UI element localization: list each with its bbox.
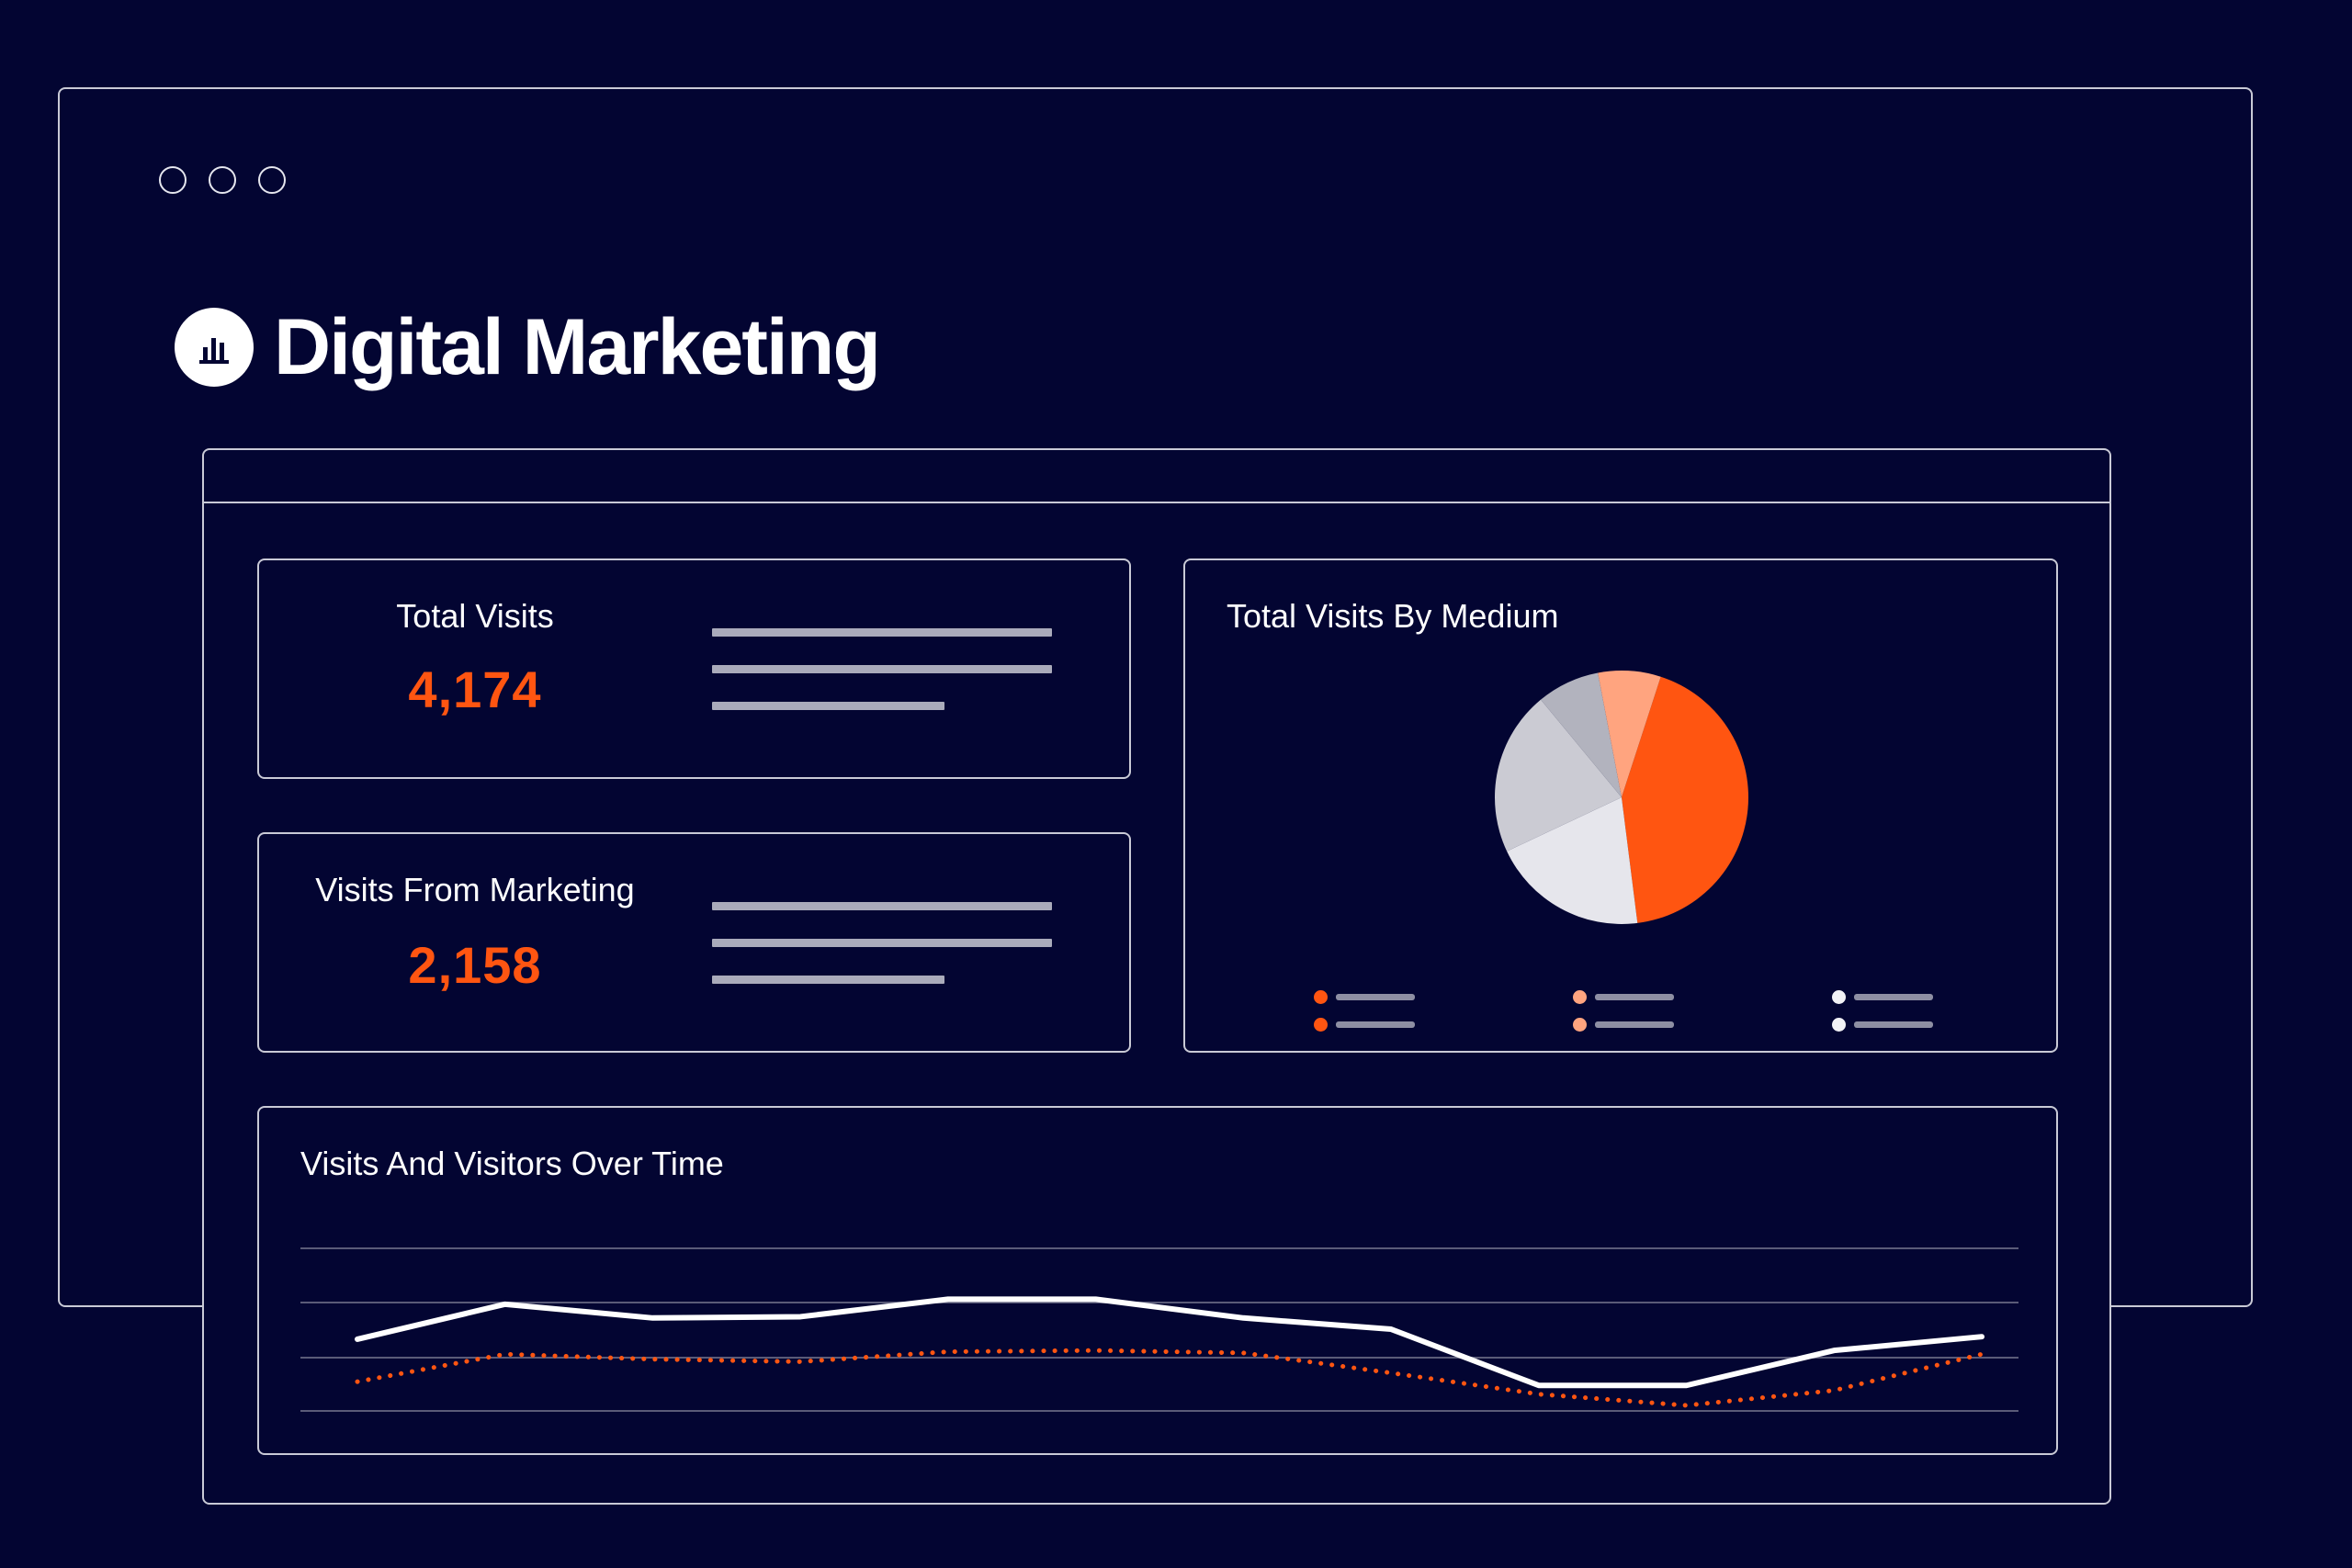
kpi-card-marketing-visits[interactable]: Visits From Marketing 2,158 — [257, 832, 1131, 1053]
page-title: Digital Marketing — [274, 303, 881, 391]
pie-slice[interactable] — [1507, 797, 1638, 924]
dashboard-window: Total Visits 4,174 Visits From Marketing… — [202, 448, 2111, 1505]
window-dot-close[interactable] — [159, 166, 187, 194]
placeholder-line — [712, 702, 944, 710]
placeholder-line — [712, 939, 1052, 947]
window-dot-minimize[interactable] — [209, 166, 236, 194]
legend-label-placeholder — [1595, 1021, 1674, 1028]
legend-swatch — [1832, 1018, 1846, 1032]
line-chart — [300, 1247, 2018, 1412]
series-line-solid[interactable] — [355, 1296, 1984, 1389]
legend-swatch — [1832, 990, 1846, 1004]
pie-chart-card[interactable]: Total Visits By Medium — [1183, 558, 2058, 1053]
legend-swatch — [1314, 990, 1328, 1004]
series-line-dotted[interactable] — [355, 1348, 1984, 1408]
window-controls — [159, 166, 286, 194]
kpi-label: Total Visits — [396, 597, 554, 635]
placeholder-line — [712, 628, 1052, 637]
kpi-value: 4,174 — [408, 660, 542, 718]
pie-slice[interactable] — [1495, 699, 1622, 852]
line-chart-card[interactable]: Visits And Visitors Over Time — [257, 1106, 2058, 1455]
legend-label-placeholder — [1854, 994, 1933, 1000]
pie-slice[interactable] — [1541, 672, 1622, 797]
placeholder-line — [712, 665, 1052, 673]
legend-swatch — [1314, 1018, 1328, 1032]
line-chart-title: Visits And Visitors Over Time — [300, 1145, 724, 1182]
window-dot-maximize[interactable] — [258, 166, 286, 194]
legend-label-placeholder — [1854, 1021, 1933, 1028]
legend-swatch — [1573, 1018, 1587, 1032]
pie-chart — [1495, 671, 1749, 924]
kpi-label: Visits From Marketing — [315, 871, 635, 908]
legend-label-placeholder — [1595, 994, 1674, 1000]
kpi-card-total-visits[interactable]: Total Visits 4,174 — [257, 558, 1131, 779]
bar-chart-icon — [175, 308, 254, 387]
placeholder-line — [712, 902, 1052, 910]
pie-chart-title: Total Visits By Medium — [1227, 597, 1559, 635]
legend-label-placeholder — [1336, 994, 1415, 1000]
pie-slice[interactable] — [1622, 676, 1749, 923]
legend-label-placeholder — [1336, 1021, 1415, 1028]
placeholder-line — [712, 976, 944, 984]
legend-swatch — [1573, 990, 1587, 1004]
kpi-value: 2,158 — [408, 936, 542, 994]
pie-slice[interactable] — [1598, 671, 1661, 797]
dashboard-toolbar-divider — [204, 502, 2109, 503]
brand-header: Digital Marketing — [175, 303, 881, 391]
